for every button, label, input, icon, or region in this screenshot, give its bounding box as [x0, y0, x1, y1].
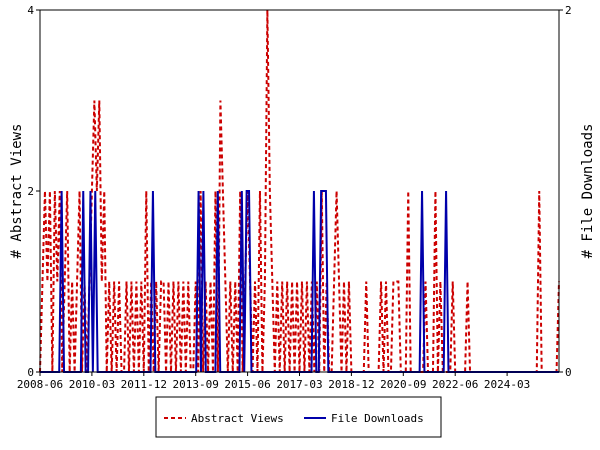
legend-box	[155, 396, 442, 438]
left-tick-label: 0	[27, 366, 34, 379]
left-tick-label: 4	[27, 4, 34, 17]
x-tick-label: 2010-03	[69, 378, 115, 391]
right-axis-title: # File Downloads	[580, 124, 596, 259]
right-tick-label: 0	[565, 366, 572, 379]
x-tick-label: 2018-12	[328, 378, 374, 391]
legend-label-abstract-views: Abstract Views	[191, 412, 284, 425]
left-tick-label: 2	[27, 185, 34, 198]
x-tick-label: 2017-03	[276, 378, 322, 391]
x-tick-label: 2008-06	[17, 378, 63, 391]
x-tick-label: 2024-03	[484, 378, 530, 391]
legend-label-file-downloads: File Downloads	[331, 412, 424, 425]
left-axis-ticks: 0 2 4	[27, 4, 40, 379]
legend: Abstract Views File Downloads	[155, 396, 442, 438]
x-axis-ticks: 2008-06 2010-03 2011-12 2013-09 2015-06 2017-…	[17, 372, 530, 391]
series-line-abstract-views	[39, 9, 560, 373]
right-tick-label: 2	[565, 4, 572, 17]
x-tick-label: 2015-06	[224, 378, 270, 391]
x-tick-label: 2011-12	[121, 378, 167, 391]
x-tick-label: 2020-09	[380, 378, 426, 391]
x-tick-label: 2013-09	[173, 378, 219, 391]
right-axis-ticks: 02	[559, 4, 572, 379]
series-layer	[39, 9, 560, 373]
left-axis-title: # Abstract Views	[9, 124, 25, 259]
x-tick-label: 2022-06	[432, 378, 478, 391]
